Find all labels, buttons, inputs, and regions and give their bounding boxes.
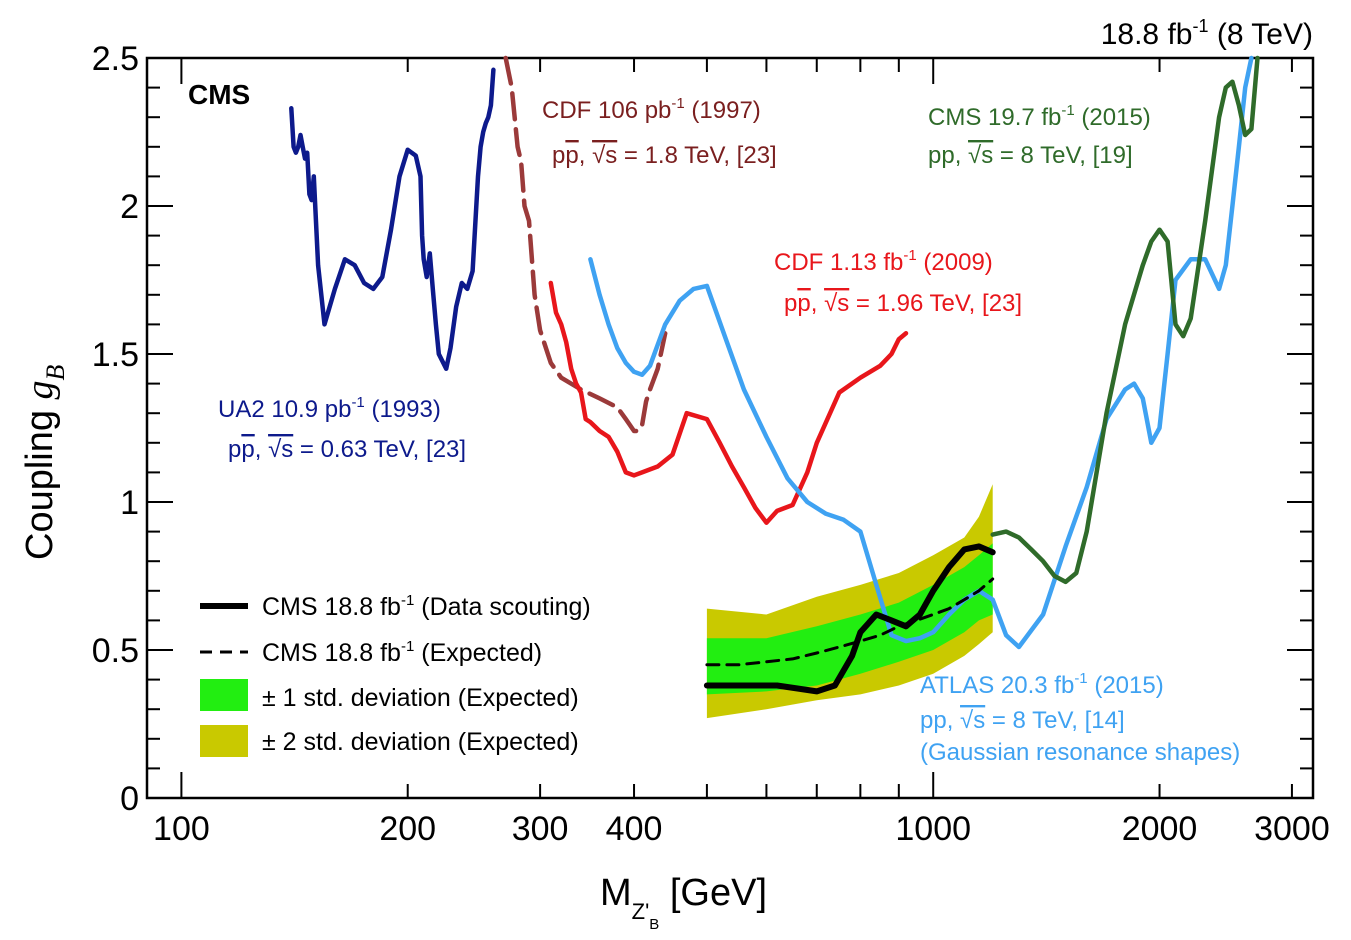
band-band1 xyxy=(706,543,993,695)
x-tick-label: 300 xyxy=(512,810,569,848)
y-axis-title: Coupling gB xyxy=(19,364,70,560)
experiment-label: CMS xyxy=(188,79,250,110)
annotation-ua2-line1: UA2 10.9 pb-1 (1993) xyxy=(218,394,441,423)
x-axis-main: M xyxy=(600,872,632,914)
x-tick-label: 2000 xyxy=(1122,810,1198,848)
legend-label-band1: ± 1 std. deviation (Expected) xyxy=(262,684,579,712)
x-tick-label: 3000 xyxy=(1254,810,1330,848)
series-ua2 xyxy=(289,67,496,372)
annotation-cdf1997: CDF 106 pb-1 (1997) pp, √s = 1.8 TeV, [2… xyxy=(542,95,777,169)
annotation-atlas-line3: (Gaussian resonance shapes) xyxy=(920,739,1240,766)
annotation-atlas-line1: ATLAS 20.3 fb-1 (2015) xyxy=(920,670,1164,699)
x-axis-sub: Z' xyxy=(632,899,650,924)
lumi-header: 18.8 fb-1 (8 TeV) xyxy=(1101,16,1313,51)
annotation-cdf2009-line1: CDF 1.13 fb-1 (2009) xyxy=(774,247,993,276)
series-cms2015 xyxy=(990,55,1260,585)
series-cms_exp xyxy=(705,577,995,667)
legend-label-expected: CMS 18.8 fb-1 (Expected) xyxy=(262,638,542,667)
y-tick-label: 2.5 xyxy=(92,40,139,78)
annotation-cdf1997-line2: pp, √s = 1.8 TeV, [23] xyxy=(552,142,777,169)
annotation-cms2015: CMS 19.7 fb-1 (2015) pp, √s = 8 TeV, [19… xyxy=(928,102,1151,169)
annotation-atlas: ATLAS 20.3 fb-1 (2015) pp, √s = 8 TeV, [… xyxy=(920,670,1240,766)
x-tick-label: 200 xyxy=(379,810,436,848)
legend-label-band2: ± 2 std. deviation (Expected) xyxy=(262,728,579,756)
lumi-unit: fb xyxy=(1167,18,1192,51)
y-tick-label: 1 xyxy=(120,484,139,522)
y-axis-main: Coupling xyxy=(19,399,61,560)
lumi-sup: -1 xyxy=(1192,16,1208,36)
legend: CMS 18.8 fb-1 (Data scouting) CMS 18.8 f… xyxy=(200,592,591,757)
legend-swatch-band1 xyxy=(200,679,248,711)
series-cms_obs xyxy=(703,543,996,695)
legend-swatch-band2 xyxy=(200,725,248,757)
annotation-ua2: UA2 10.9 pb-1 (1993) pp, √s = 0.63 TeV, … xyxy=(218,394,466,463)
series-layer xyxy=(289,55,1260,695)
lumi-value: 18.8 xyxy=(1101,18,1159,51)
annotation-atlas-line2: pp, √s = 8 TeV, [14] xyxy=(920,707,1125,734)
legend-label-observed: CMS 18.8 fb-1 (Data scouting) xyxy=(262,592,591,621)
annotation-ua2-line2: pp, √s = 0.63 TeV, [23] xyxy=(228,436,466,463)
annotation-cdf2009: CDF 1.13 fb-1 (2009) pp, √s = 1.96 TeV, … xyxy=(774,247,1022,317)
annotation-cms2015-line2: pp, √s = 8 TeV, [19] xyxy=(928,142,1133,169)
y-tick-label: 0 xyxy=(120,780,139,818)
series-cdf1997 xyxy=(503,55,668,434)
y-tick-label: 0.5 xyxy=(92,632,139,670)
x-tick-label: 1000 xyxy=(895,810,971,848)
y-axis-symbol: g xyxy=(19,380,61,399)
annotation-cdf2009-line2: pp, √s = 1.96 TeV, [23] xyxy=(784,290,1022,317)
series-cdf2009 xyxy=(548,280,909,525)
y-tick-label: 2 xyxy=(120,188,139,226)
plot-frame xyxy=(145,56,1315,800)
x-axis-subsub: B xyxy=(649,916,659,933)
annotation-cdf1997-line1: CDF 106 pb-1 (1997) xyxy=(542,95,761,124)
energy-label: (8 TeV) xyxy=(1217,18,1313,51)
annotation-cms2015-line1: CMS 19.7 fb-1 (2015) xyxy=(928,102,1151,131)
y-axis-sub: B xyxy=(41,364,70,380)
ticks-layer: 100 200 300 400 1000 2000 3000 0 0.5 1 1.5 2 2.5 xyxy=(92,40,1330,848)
y-tick-label: 1.5 xyxy=(92,336,139,374)
x-tick-label: 400 xyxy=(606,810,663,848)
x-axis-unit: [GeV] xyxy=(670,872,767,914)
x-axis-title: MZ'B [GeV] xyxy=(600,872,767,933)
x-tick-label: 100 xyxy=(153,810,210,848)
